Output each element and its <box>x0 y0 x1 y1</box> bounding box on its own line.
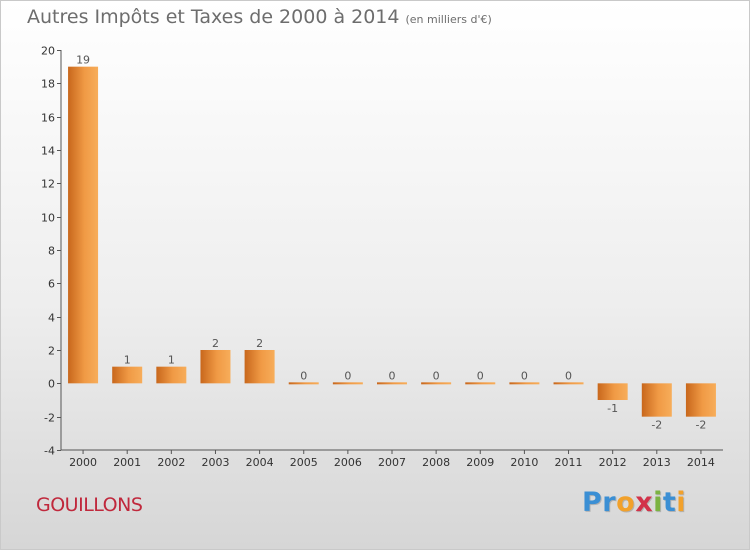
proxiti-logo-letter: o <box>616 487 636 518</box>
data-label: 0 <box>433 369 440 382</box>
bar-2000 <box>68 66 99 384</box>
y-tick-label: 8 <box>48 245 55 258</box>
data-label: 1 <box>168 354 175 367</box>
x-tick-label: 2008 <box>422 456 450 469</box>
data-label: 0 <box>344 369 351 382</box>
bar-2006 <box>332 382 363 385</box>
x-tick-label: 2000 <box>69 456 97 469</box>
bar-2014 <box>685 383 716 417</box>
y-tick-label: 18 <box>41 78 55 91</box>
y-tick-label: 10 <box>41 212 55 225</box>
y-tick-label: 16 <box>41 112 55 125</box>
x-tick-label: 2003 <box>201 456 229 469</box>
proxiti-logo-letter: P <box>582 487 603 518</box>
proxiti-logo[interactable]: Proxiti <box>582 487 686 518</box>
x-tick-label: 2004 <box>246 456 274 469</box>
bar-2012 <box>597 383 628 400</box>
proxiti-logo-letter: x <box>635 487 654 518</box>
data-label: -2 <box>651 419 662 432</box>
y-tick-label: 14 <box>41 145 55 158</box>
proxiti-logo-letter: r <box>602 487 617 518</box>
data-label: -1 <box>607 402 618 415</box>
data-label: 2 <box>212 337 219 350</box>
x-tick-label: 2009 <box>466 456 494 469</box>
bar-2001 <box>112 366 143 384</box>
x-tick-label: 2012 <box>599 456 627 469</box>
bar-2013 <box>641 383 672 417</box>
y-tick-label: 6 <box>48 278 55 291</box>
y-tick-label: -4 <box>44 445 55 458</box>
data-label: 19 <box>76 54 90 67</box>
data-label: 2 <box>256 337 263 350</box>
x-tick-label: 2001 <box>113 456 141 469</box>
data-label: 0 <box>565 369 572 382</box>
chart-title-text: Autres Impôts et Taxes de 2000 à 2014 <box>27 6 400 28</box>
chart-labels: 2000 19 2001 1 2002 1 2003 2 2004 2 2005 0 2006 0 2007… <box>69 54 715 469</box>
x-tick-label: 2002 <box>157 456 185 469</box>
proxiti-logo-letter: i <box>653 487 663 518</box>
data-label: 1 <box>124 354 131 367</box>
bar-2011 <box>553 382 584 385</box>
bar-2004 <box>244 350 275 384</box>
data-label: 0 <box>521 369 528 382</box>
x-tick-label: 2006 <box>334 456 362 469</box>
bar-2009 <box>465 382 496 385</box>
bar-2005 <box>288 382 319 385</box>
chart-title: Autres Impôts et Taxes de 2000 à 2014 (en… <box>27 6 492 28</box>
y-tick-label: 12 <box>41 178 55 191</box>
commune-name: GOUILLONS <box>36 494 143 516</box>
x-tick-label: 2005 <box>290 456 318 469</box>
y-tick-label: 20 <box>41 45 55 58</box>
bar-2010 <box>509 382 540 385</box>
data-label: 0 <box>477 369 484 382</box>
bar-2002 <box>156 366 187 384</box>
y-tick-label: -2 <box>44 412 55 425</box>
proxiti-logo-letter: i <box>676 487 687 518</box>
x-tick-label: 2010 <box>510 456 538 469</box>
y-tick-label: 2 <box>48 345 55 358</box>
data-label: -2 <box>695 419 706 432</box>
bar-2008 <box>421 382 452 385</box>
chart-bars <box>68 66 716 417</box>
bar-2003 <box>200 350 231 384</box>
y-tick-label: 4 <box>48 312 55 325</box>
x-tick-label: 2011 <box>555 456 583 469</box>
bar-2007 <box>377 382 407 385</box>
data-label: 0 <box>389 369 396 382</box>
data-label: 0 <box>300 369 307 382</box>
x-tick-label: 2013 <box>643 456 671 469</box>
y-tick-label: 0 <box>48 378 55 391</box>
x-tick-label: 2007 <box>378 456 406 469</box>
chart-unit-note: (en milliers d'€) <box>405 13 492 26</box>
proxiti-logo-letter: t <box>662 487 677 518</box>
x-tick-label: 2014 <box>687 456 715 469</box>
